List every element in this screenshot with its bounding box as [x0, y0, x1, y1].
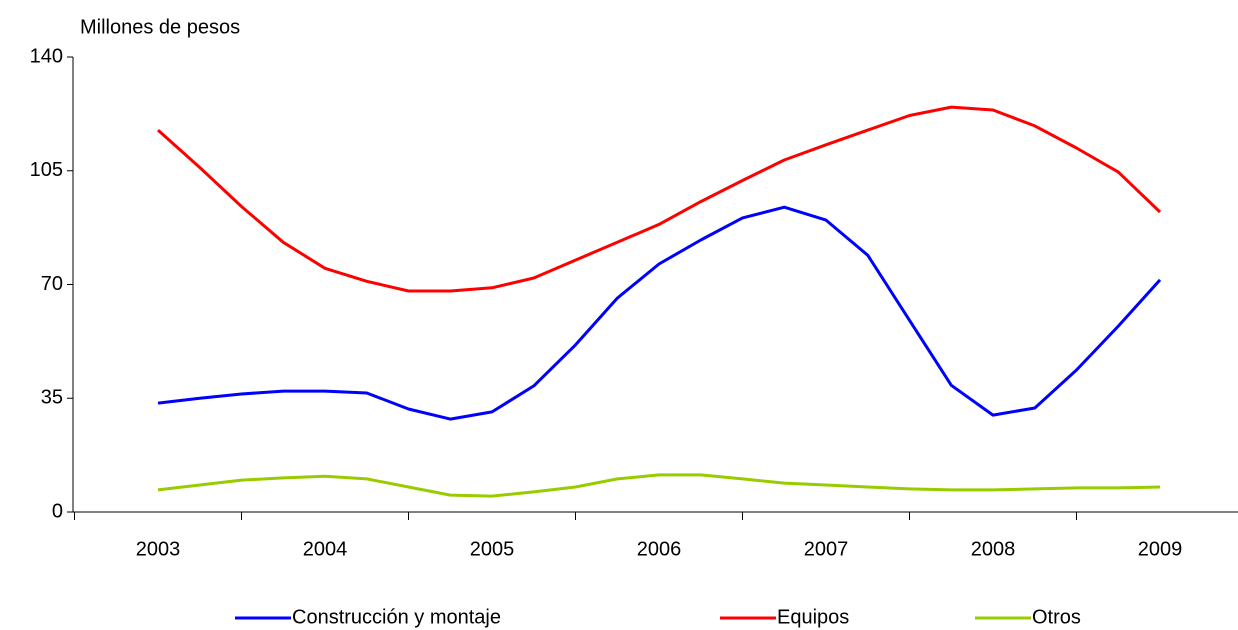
y-tick-label: 0	[52, 500, 63, 522]
legend-label: Construcción y montaje	[292, 606, 501, 628]
series-line	[157, 205, 1162, 421]
y-tick-label: 105	[30, 159, 63, 181]
y-tick-label: 35	[41, 387, 63, 409]
legend-label: Equipos	[777, 606, 849, 628]
y-tick-label: 70	[41, 273, 63, 295]
series-line	[156, 105, 1162, 293]
x-tick-label: 2003	[136, 538, 181, 560]
series-line	[157, 473, 1161, 498]
x-tick-label: 2009	[1138, 538, 1183, 560]
x-tick-label: 2007	[804, 538, 849, 560]
x-tick-label: 2005	[470, 538, 515, 560]
x-tick-label: 2006	[637, 538, 682, 560]
y-tick-label: 140	[30, 45, 63, 67]
x-tick-label: 2008	[971, 538, 1016, 560]
y-axis-label: Millones de pesos	[80, 16, 240, 38]
legend-label: Otros	[1032, 606, 1081, 628]
x-tick-label: 2004	[303, 538, 348, 560]
